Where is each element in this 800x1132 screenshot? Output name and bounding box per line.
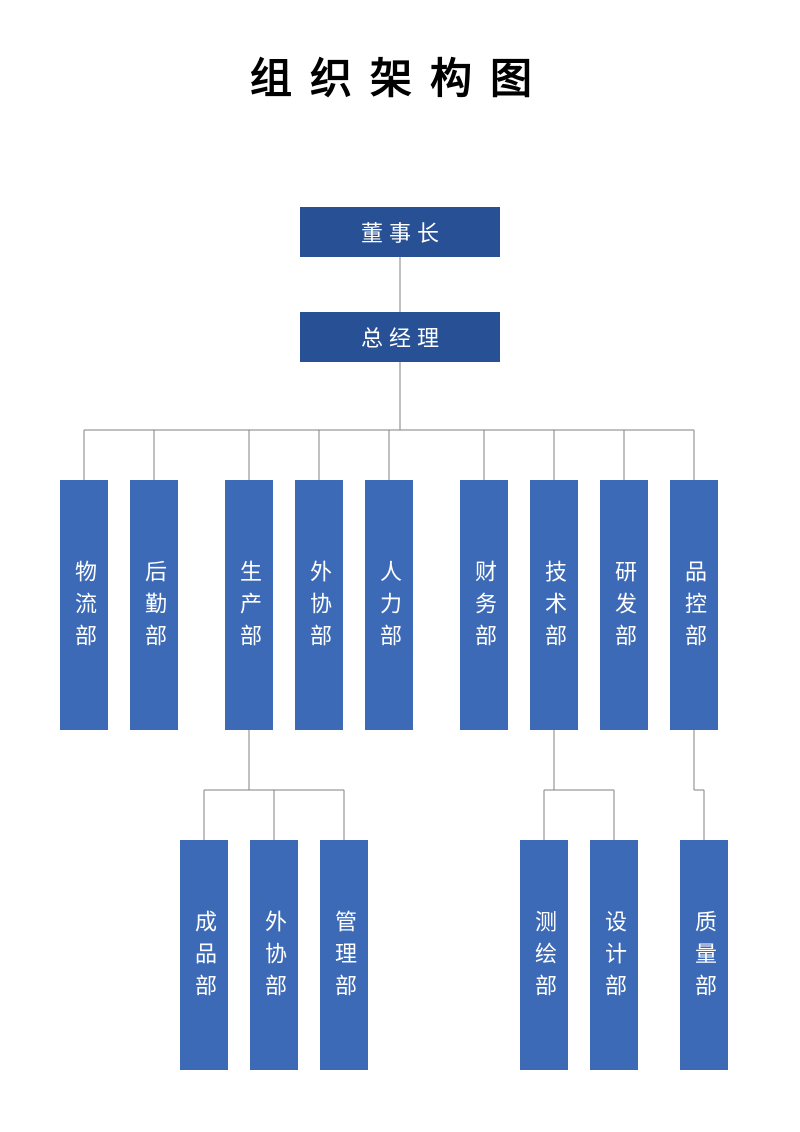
connector-lines xyxy=(0,0,800,1132)
